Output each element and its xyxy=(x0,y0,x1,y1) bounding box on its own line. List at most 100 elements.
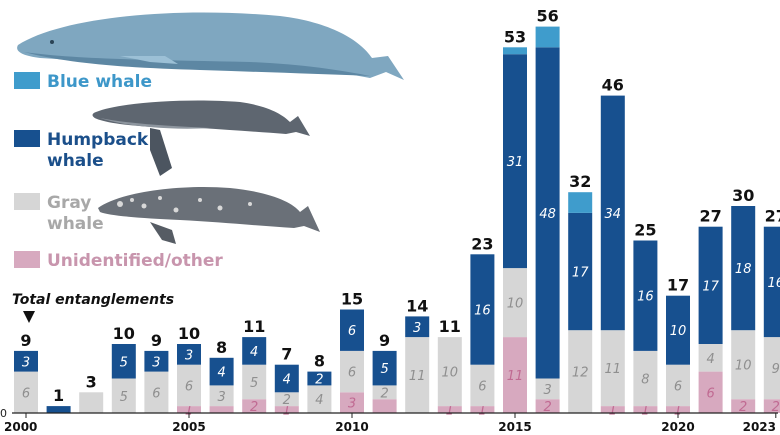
legend-label-humpback-line2: whale xyxy=(47,151,104,171)
bar-other-2023 xyxy=(763,399,780,413)
bar-gray-2010 xyxy=(340,350,364,393)
bar-other-2021 xyxy=(698,371,723,413)
bar-other-2005 xyxy=(177,406,201,413)
segment-label-gray-2020: 6 xyxy=(674,379,682,394)
legend-label-blue: Blue whale xyxy=(47,72,152,92)
bar-other-2018 xyxy=(600,406,625,413)
segment-label-gray-2016: 3 xyxy=(543,383,551,398)
x-tick-label-2020: 2020 xyxy=(661,420,694,434)
segment-label-gray-2023: 9 xyxy=(772,362,780,377)
total-label-2011: 9 xyxy=(379,331,390,350)
bar-other-2022 xyxy=(731,399,756,413)
bar-gray-2017 xyxy=(568,330,593,413)
bar-humpback-2003 xyxy=(111,344,136,379)
segment-label-humpback-2012: 3 xyxy=(413,321,421,336)
segment-label-humpback-2017: 17 xyxy=(572,266,589,281)
segment-label-humpback-2019: 16 xyxy=(637,290,654,305)
bar-other-2020 xyxy=(666,406,690,413)
segment-label-other-2022: 2 xyxy=(739,400,747,415)
total-label-2016: 56 xyxy=(536,7,558,26)
total-entanglements-label: Total entanglements xyxy=(12,292,175,308)
total-label-2003: 10 xyxy=(113,324,135,343)
bar-gray-2005 xyxy=(177,364,201,407)
bar-gray-2013 xyxy=(437,337,462,407)
bar-humpback-2019 xyxy=(633,240,658,351)
segment-label-other-2019: 1 xyxy=(641,404,649,419)
segment-label-humpback-2010: 6 xyxy=(348,324,356,339)
bar-humpback-2011 xyxy=(372,350,397,386)
bar-humpback-2016 xyxy=(535,47,560,379)
bar-humpback-2018 xyxy=(600,95,625,331)
bar-gray-2002 xyxy=(79,392,104,413)
bar-blue-2016 xyxy=(535,26,560,48)
bar-other-2013 xyxy=(437,406,462,413)
segment-label-gray-2005: 6 xyxy=(185,379,193,394)
total-label-2012: 14 xyxy=(406,296,428,315)
total-label-2013: 11 xyxy=(439,317,461,336)
segment-label-gray-2015: 10 xyxy=(507,297,524,312)
bar-humpback-2022 xyxy=(731,206,756,331)
whale-illustrations xyxy=(17,12,404,244)
total-label-2005: 10 xyxy=(178,324,200,343)
segment-label-gray-2006: 3 xyxy=(217,390,225,405)
legend-label-gray-line2: whale xyxy=(47,214,104,234)
segment-label-humpback-2009: 2 xyxy=(315,373,323,388)
segment-label-humpback-2022: 18 xyxy=(735,262,752,277)
total-label-2000: 9 xyxy=(20,331,31,350)
bar-gray-2016 xyxy=(535,378,560,400)
bar-humpback-2009 xyxy=(307,371,332,386)
segment-label-gray-2019: 8 xyxy=(641,373,649,388)
segment-label-humpback-2006: 4 xyxy=(217,366,225,381)
blue-whale-illustration xyxy=(17,12,404,81)
bar-other-2015 xyxy=(503,337,527,413)
bar-other-2011 xyxy=(372,399,397,413)
total-label-2019: 25 xyxy=(634,221,656,240)
bar-blue-2015 xyxy=(503,47,527,55)
bar-other-2014 xyxy=(470,406,495,413)
bar-humpback-2012 xyxy=(405,316,430,338)
legend-swatch-other xyxy=(14,251,40,268)
x-tick-label-2000: 2000 xyxy=(4,420,37,434)
gray-whale-illustration xyxy=(98,186,320,244)
bar-gray-2011 xyxy=(372,385,397,400)
bar-gray-2003 xyxy=(111,378,136,413)
bar-other-2006 xyxy=(209,406,234,413)
bar-humpback-2010 xyxy=(340,309,364,351)
bar-gray-2023 xyxy=(763,337,780,400)
bar-gray-2006 xyxy=(209,385,234,407)
bar-humpback-2017 xyxy=(568,212,593,331)
segment-label-other-2021: 6 xyxy=(706,386,714,401)
segment-label-humpback-2015: 31 xyxy=(507,155,524,170)
bar-gray-2019 xyxy=(633,350,658,407)
legend-swatch-humpback xyxy=(14,130,40,147)
bar-gray-2014 xyxy=(470,364,495,407)
total-label-2002: 3 xyxy=(86,372,97,391)
total-label-2018: 46 xyxy=(602,76,624,95)
bar-humpback-2020 xyxy=(666,295,690,365)
y-tick-label-0: 0 xyxy=(0,407,7,420)
segment-label-gray-2018: 11 xyxy=(605,362,622,377)
segment-label-gray-2004: 6 xyxy=(152,386,160,401)
bar-other-2016 xyxy=(535,399,560,413)
bar-gray-2004 xyxy=(144,371,169,413)
bar-gray-2021 xyxy=(698,344,723,372)
total-label-2007: 11 xyxy=(243,317,265,336)
legend-label-other: Unidentified/other xyxy=(47,251,223,271)
segment-label-humpback-2014: 16 xyxy=(474,304,491,319)
bar-humpback-2001 xyxy=(46,406,71,413)
total-label-2017: 32 xyxy=(569,172,591,191)
segment-label-gray-2017: 12 xyxy=(572,366,589,381)
bar-gray-2020 xyxy=(666,364,690,407)
bar-gray-2022 xyxy=(731,330,756,400)
segment-label-other-2023: 2 xyxy=(772,400,780,415)
segment-label-humpback-2008: 4 xyxy=(283,373,291,388)
legend-swatch-blue xyxy=(14,72,40,89)
bar-other-2007 xyxy=(242,399,267,413)
segment-label-other-2015: 11 xyxy=(507,369,524,384)
segment-label-other-2020: 1 xyxy=(674,404,682,419)
segment-label-gray-2007: 5 xyxy=(250,376,258,391)
total-label-2008: 7 xyxy=(281,345,292,364)
x-tick-label-2005: 2005 xyxy=(172,420,205,434)
bar-other-2010 xyxy=(340,392,364,413)
bar-humpback-2015 xyxy=(503,54,527,269)
